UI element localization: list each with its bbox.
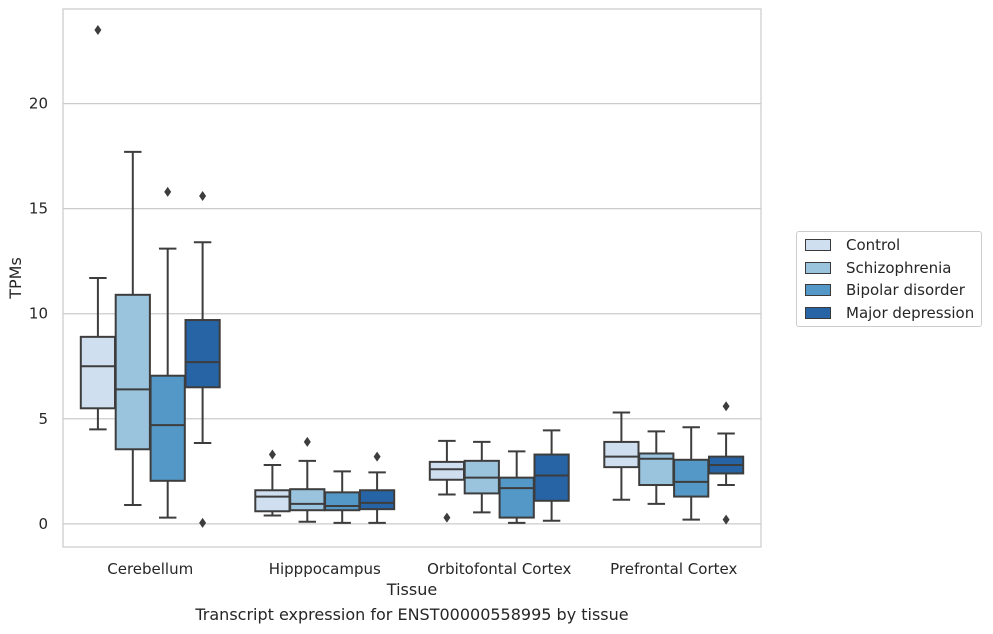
plot-frame — [62, 8, 762, 548]
x-axis-label: Tissue — [386, 580, 437, 599]
outlier-point — [443, 512, 451, 523]
box-series — [79, 25, 745, 528]
legend-label-schizophrenia: Schizophrenia — [846, 259, 952, 277]
box-iqr — [184, 319, 221, 389]
box-1-0 — [254, 449, 291, 517]
box-3-0 — [603, 411, 640, 501]
box-3-3 — [707, 401, 745, 525]
box-iqr — [289, 488, 326, 512]
box-iqr — [149, 374, 186, 482]
x-tick-label-0: Cerebellum — [107, 560, 193, 578]
legend-item-bipolar-disorder: Bipolar disorder — [805, 280, 965, 300]
box-2-0 — [428, 439, 466, 523]
legend-label-control: Control — [846, 236, 901, 254]
box-3-1 — [638, 430, 675, 505]
x-tick-label-3: Prefrontal Cortex — [610, 560, 737, 578]
box-2-3 — [533, 429, 570, 522]
outlier-point — [268, 449, 276, 460]
y-tick-label-5: 5 — [38, 410, 48, 428]
box-2-2 — [498, 450, 535, 524]
y-tick-label-15: 15 — [29, 200, 48, 218]
box-0-2 — [149, 186, 186, 519]
outlier-point — [303, 436, 311, 447]
legend-item-major-depression: Major depression — [805, 303, 974, 323]
x-tick-labels: Cerebellum Hipppocampus Orbitofontal Corte… — [107, 560, 737, 578]
box-iqr — [673, 458, 710, 498]
box-1-2 — [324, 470, 361, 524]
box-iqr — [358, 489, 396, 511]
box-0-1 — [114, 150, 151, 506]
y-tick-label-10: 10 — [29, 305, 48, 323]
box-iqr — [79, 335, 117, 410]
y-tick-label-0: 0 — [38, 515, 48, 533]
box-0-3 — [184, 191, 221, 528]
chart-caption: Transcript expression for ENST0000055899… — [195, 605, 629, 624]
box-iqr — [428, 460, 466, 481]
box-1-3 — [358, 451, 396, 524]
legend-swatch-major-depression — [805, 307, 831, 319]
legend-item-control: Control — [805, 235, 900, 255]
y-tick-label-20: 20 — [29, 95, 48, 113]
outlier-point — [199, 191, 207, 202]
box-3-2 — [673, 426, 710, 521]
y-axis-label: TPMs — [6, 257, 25, 300]
box-iqr — [498, 476, 535, 519]
legend-label-major-depression: Major depression — [846, 304, 975, 322]
x-tick-label-1: Hipppocampus — [269, 560, 381, 578]
outlier-point — [373, 451, 381, 462]
outlier-point — [722, 514, 730, 525]
outlier-point — [199, 517, 207, 528]
outlier-point — [722, 401, 730, 412]
outlier-point — [164, 186, 172, 197]
y-tick-labels: 0 5 10 15 20 — [29, 95, 48, 533]
legend-item-schizophrenia: Schizophrenia — [805, 258, 951, 278]
legend-swatch-schizophrenia — [805, 262, 831, 274]
box-iqr — [114, 293, 151, 451]
x-tick-label-2: Orbitofontal Cortex — [427, 560, 571, 578]
box-iqr — [533, 453, 570, 502]
box-0-0 — [79, 25, 117, 431]
legend: Control Schizophrenia Bipolar disorder M… — [796, 231, 982, 327]
box-1-1 — [289, 436, 326, 523]
legend-swatch-bipolar-disorder — [805, 284, 831, 296]
box-2-1 — [463, 440, 500, 514]
box-iqr — [603, 440, 640, 469]
outlier-point — [94, 25, 102, 36]
legend-label-bipolar-disorder: Bipolar disorder — [846, 281, 965, 299]
box-iqr — [324, 491, 361, 512]
box-iqr — [254, 489, 291, 513]
legend-swatch-control — [805, 239, 831, 251]
